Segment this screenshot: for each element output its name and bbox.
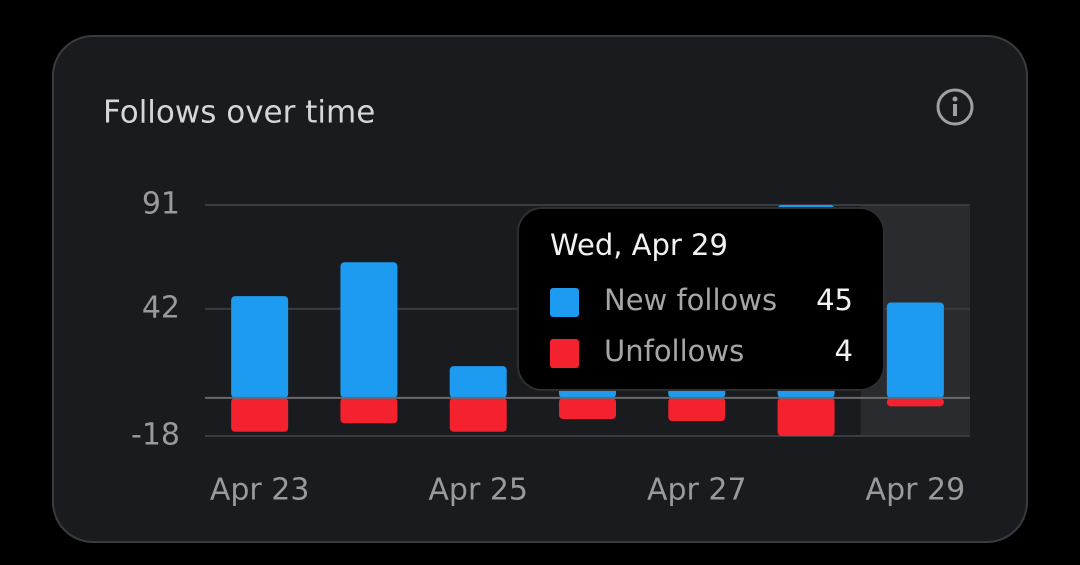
tooltip-title: Wed, Apr 29 bbox=[550, 228, 728, 262]
tooltip-swatch bbox=[550, 339, 579, 368]
x-tick-label: Apr 27 bbox=[647, 473, 747, 508]
bar bbox=[559, 397, 616, 420]
bar bbox=[777, 397, 835, 436]
x-tick-label: Apr 29 bbox=[866, 473, 966, 508]
bar bbox=[668, 397, 726, 422]
bar bbox=[449, 366, 507, 398]
y-tick-label: 42 bbox=[142, 290, 180, 325]
tooltip-swatch bbox=[550, 288, 579, 317]
y-tick-label: -18 bbox=[131, 418, 180, 453]
tooltip-value: 45 bbox=[816, 283, 853, 317]
chart-title: Follows over time bbox=[103, 95, 375, 131]
info-stem[interactable] bbox=[953, 104, 957, 116]
bar bbox=[231, 296, 289, 398]
tooltip-label: Unfollows bbox=[604, 334, 744, 368]
tooltip-label: New follows bbox=[604, 283, 777, 317]
tooltip-value: 4 bbox=[835, 334, 853, 368]
tooltip: Wed, Apr 29 New follows 45 Unfollows 4 bbox=[517, 207, 885, 391]
bar bbox=[231, 397, 289, 432]
bar bbox=[340, 397, 398, 424]
x-tick-label: Apr 23 bbox=[210, 473, 310, 508]
y-tick-label: 91 bbox=[142, 187, 180, 222]
bar bbox=[886, 397, 944, 407]
info-circle[interactable] bbox=[936, 88, 974, 126]
bar bbox=[340, 262, 398, 398]
x-tick-label: Apr 25 bbox=[428, 473, 528, 508]
bar bbox=[886, 302, 944, 398]
tooltip-box bbox=[517, 207, 885, 391]
info-icon[interactable] bbox=[936, 88, 974, 126]
bar bbox=[449, 397, 507, 432]
info-dot[interactable] bbox=[952, 96, 958, 102]
